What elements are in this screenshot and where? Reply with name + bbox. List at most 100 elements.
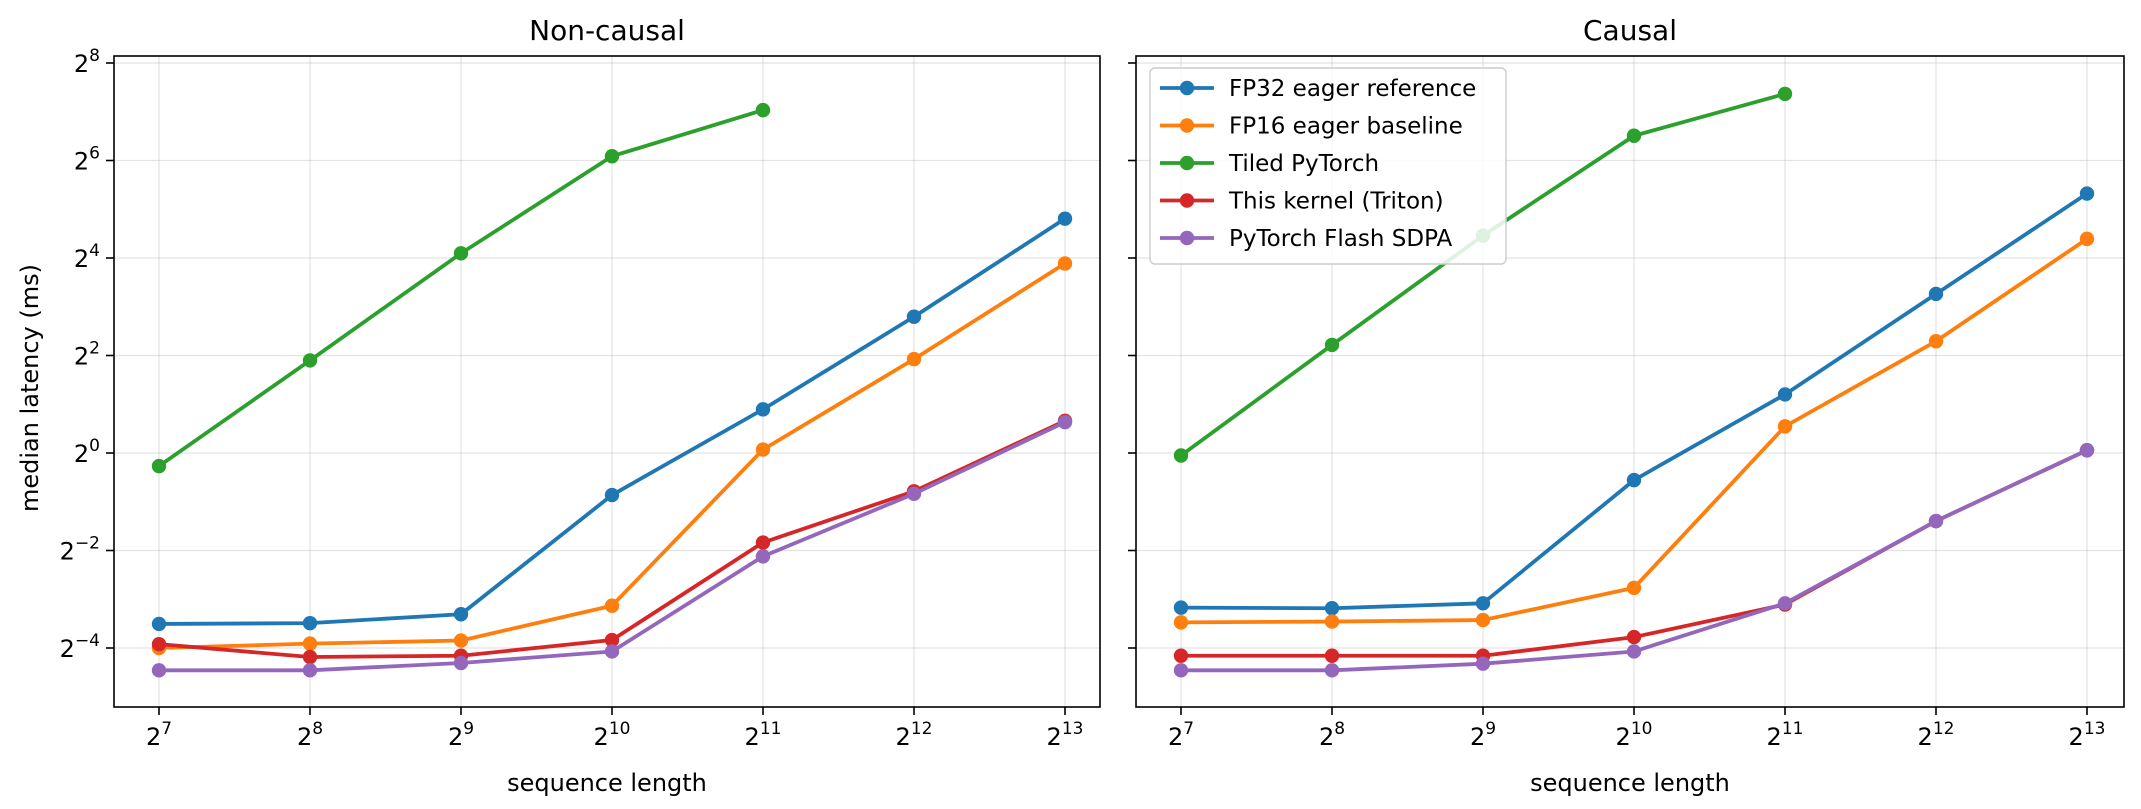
data-point [604,487,620,503]
legend-item: FP16 eager baseline [1160,114,1463,140]
x-axis-label: sequence length [1530,769,1730,797]
panel-title: Non-causal [529,14,685,47]
x-tick-label: 211 [745,719,782,751]
x-tick-label: 28 [297,719,323,751]
data-point [1777,387,1793,402]
data-point [453,246,469,261]
data-point [302,615,318,631]
data-point [1626,629,1642,645]
data-point [453,655,469,671]
series-fp32-eager-reference [1173,186,2095,616]
data-point [1173,648,1189,663]
data-point [755,102,771,118]
legend-box [1149,67,1507,265]
legend-label: PyTorch Flash SDPA [1229,226,1452,252]
data-point [151,663,167,678]
data-point [604,149,620,164]
data-point [1928,334,1944,349]
x-tick-label: 29 [1470,719,1496,751]
data-point [453,607,469,622]
legend-item: Tiled PyTorch [1160,151,1379,177]
data-point [1324,614,1340,629]
data-point [604,598,620,613]
y-tick-label: 24 [74,241,100,273]
legend: FP32 eager reference FP16 eager baseline T… [1149,67,1507,265]
y-tick-label: 2−2 [60,534,100,566]
data-point [1173,663,1189,678]
x-tick-label: 211 [1767,719,1804,751]
data-point [1324,337,1340,353]
data-point [1475,656,1491,671]
data-point [1777,86,1793,102]
data-point [302,649,318,665]
data-point [302,353,318,368]
data-point [755,402,771,417]
panel-0: 27 28 29 210 211 212 213 2−4 2−2 20 22 24 26 28 Non-ca… [60,14,1101,797]
data-point [1173,448,1189,463]
y-tick-label: 26 [74,144,100,176]
x-tick-label: 210 [1616,719,1653,751]
x-tick-label: 210 [594,719,631,751]
data-point [1626,644,1642,659]
legend-marker [1179,193,1195,208]
legend-item: This kernel (Triton) [1160,189,1444,215]
series-tiled-pytorch [151,102,771,474]
data-point [1777,419,1793,434]
x-tick-label: 28 [1319,719,1345,751]
legend-marker [1179,80,1195,96]
x-axis-label: sequence length [507,769,707,797]
data-point [755,549,771,564]
data-point [604,644,620,659]
data-point [604,632,620,648]
y-axis-label: median latency (ms) [16,264,44,512]
x-tick-label: 213 [1047,719,1084,751]
panels: 27 28 29 210 211 212 213 2−4 2−2 20 22 24 26 28 Non-ca… [60,14,2125,797]
data-point [302,663,318,678]
x-tick-label: 212 [896,719,933,751]
data-point [2079,186,2095,201]
data-point [1475,596,1491,611]
data-point [1324,663,1340,678]
data-point [2079,231,2095,247]
legend-item: FP32 eager reference [1160,76,1476,102]
data-point [1475,612,1491,628]
y-tick-label: 2−4 [60,631,100,663]
axes-frame [113,55,1101,708]
data-point [1626,128,1642,143]
y-tick-label: 22 [74,339,100,371]
x-tick-label: 213 [2069,719,2106,751]
data-point [1173,615,1189,630]
data-point [1057,414,1073,430]
series-fp16-eager-baseline [151,256,1073,656]
legend-label: FP16 eager baseline [1229,114,1463,140]
legend-label: This kernel (Triton) [1228,189,1444,215]
data-point [755,442,771,457]
data-point [906,309,922,324]
data-point [1057,211,1073,226]
data-point [755,535,771,550]
y-tick-label: 28 [74,46,100,78]
x-tick-label: 27 [146,719,172,751]
legend-label: Tiled PyTorch [1228,151,1379,177]
data-point [1324,648,1340,663]
data-point [302,636,318,651]
series-pytorch-flash-sdpa [151,414,1073,678]
data-point [151,458,167,474]
x-tick-label: 29 [448,719,474,751]
y-tick-label: 20 [74,436,100,468]
data-point [1324,601,1340,616]
legend-marker [1179,155,1195,171]
data-point [2079,443,2095,458]
series-fp32-eager-reference [151,211,1073,632]
x-tick-label: 212 [1918,719,1955,751]
data-point [1777,596,1793,611]
data-point [151,616,167,632]
data-point [1626,580,1642,596]
data-point [906,351,922,367]
legend-label: FP32 eager reference [1229,76,1476,102]
panel-title: Causal [1583,14,1677,47]
data-point [1928,286,1944,302]
data-point [1173,600,1189,615]
data-point [906,486,922,501]
